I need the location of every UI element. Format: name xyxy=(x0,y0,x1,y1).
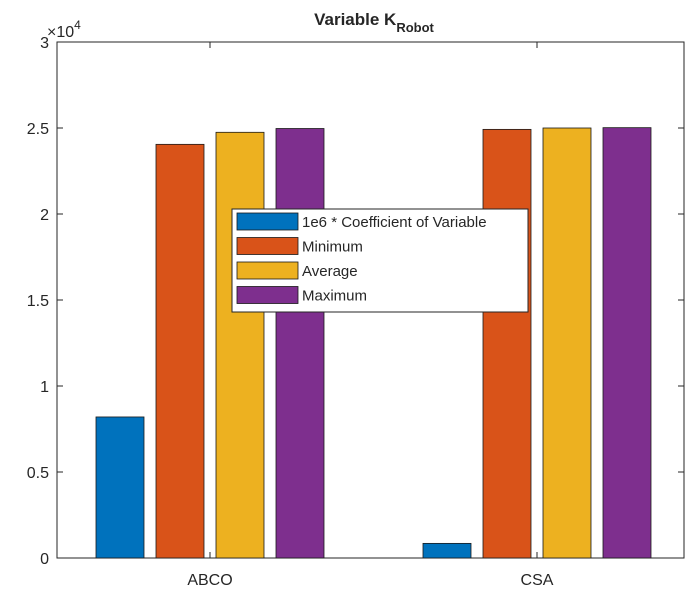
legend: 1e6 * Coefficient of Variable Minimum Aver… xyxy=(231,208,529,313)
y-tick-label: 3 xyxy=(40,35,49,52)
bar xyxy=(422,542,472,559)
y-tick-label: 0 xyxy=(40,551,49,568)
x-tick-label: CSA xyxy=(521,572,554,589)
x-tick-label: ABCO xyxy=(187,572,232,589)
legend-swatch xyxy=(236,237,299,255)
legend-swatch xyxy=(236,286,299,304)
bar xyxy=(542,127,592,559)
bar xyxy=(155,143,205,559)
bars xyxy=(95,127,652,559)
y-tick-label: 1.5 xyxy=(27,293,49,310)
bar xyxy=(275,128,325,559)
y-tick-label: 2 xyxy=(40,207,49,224)
legend-label: Maximum xyxy=(302,288,367,305)
bar xyxy=(215,131,265,559)
legend-label: 1e6 * Coefficient of Variable xyxy=(302,214,487,231)
legend-swatch xyxy=(236,212,299,231)
chart-title-subscript: Robot xyxy=(396,20,434,35)
y-tick-label: 1 xyxy=(40,379,49,396)
y-tick-label: 0.5 xyxy=(27,465,49,482)
legend-swatch xyxy=(236,261,299,280)
chart-title: Variable KRobot xyxy=(314,10,434,35)
bar xyxy=(482,128,532,559)
y-tick-label: 2.5 xyxy=(27,121,49,138)
y-axis-exponent: ×104 xyxy=(47,18,81,41)
axis-ticks: 0 0.5 1 1.5 2 2.5 3 ABCO CSA xyxy=(27,35,684,589)
bar xyxy=(602,127,652,559)
legend-label: Average xyxy=(302,263,358,280)
legend-label: Minimum xyxy=(302,239,363,256)
bar xyxy=(95,416,145,559)
